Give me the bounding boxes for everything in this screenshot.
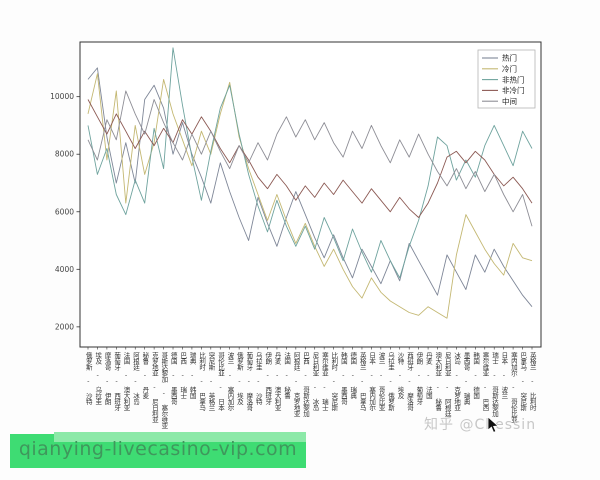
legend-box [477, 49, 536, 109]
y-tick-label: 6000 [55, 207, 74, 216]
legend-label: 冷门 [502, 64, 517, 74]
series-line-3 [87, 99, 533, 218]
watermark-text: 知乎 @Chessin [424, 417, 537, 433]
series-line-2 [87, 47, 533, 279]
mouse-cursor-icon [487, 416, 499, 433]
plot-border [79, 41, 542, 348]
series-line-0 [87, 67, 533, 307]
y-tick-label: 8000 [55, 150, 74, 159]
y-tick-label: 2000 [55, 322, 74, 331]
y-tick-label: 4000 [55, 265, 74, 274]
legend-label: 非热门 [502, 74, 525, 84]
banner-highlight-strip [54, 432, 306, 442]
banner-url-text: qianying-livecasino-vip.com [18, 438, 298, 460]
series-line-4 [87, 90, 533, 227]
series-line-1 [87, 73, 533, 319]
y-tick-label: 10000 [50, 92, 74, 101]
legend-label: 中间 [502, 96, 517, 106]
promo-banner[interactable]: qianying-livecasino-vip.com [10, 432, 306, 468]
watermark: 知乎 @Chessin [424, 414, 536, 434]
legend-label: 热门 [502, 53, 517, 63]
legend-label: 非冷门 [502, 85, 525, 95]
line-chart-figure: 2000 4000 6000 8000 10000 热门 冷门 非热门 非冷门 中间 俄罗斯 - … [50, 41, 542, 428]
